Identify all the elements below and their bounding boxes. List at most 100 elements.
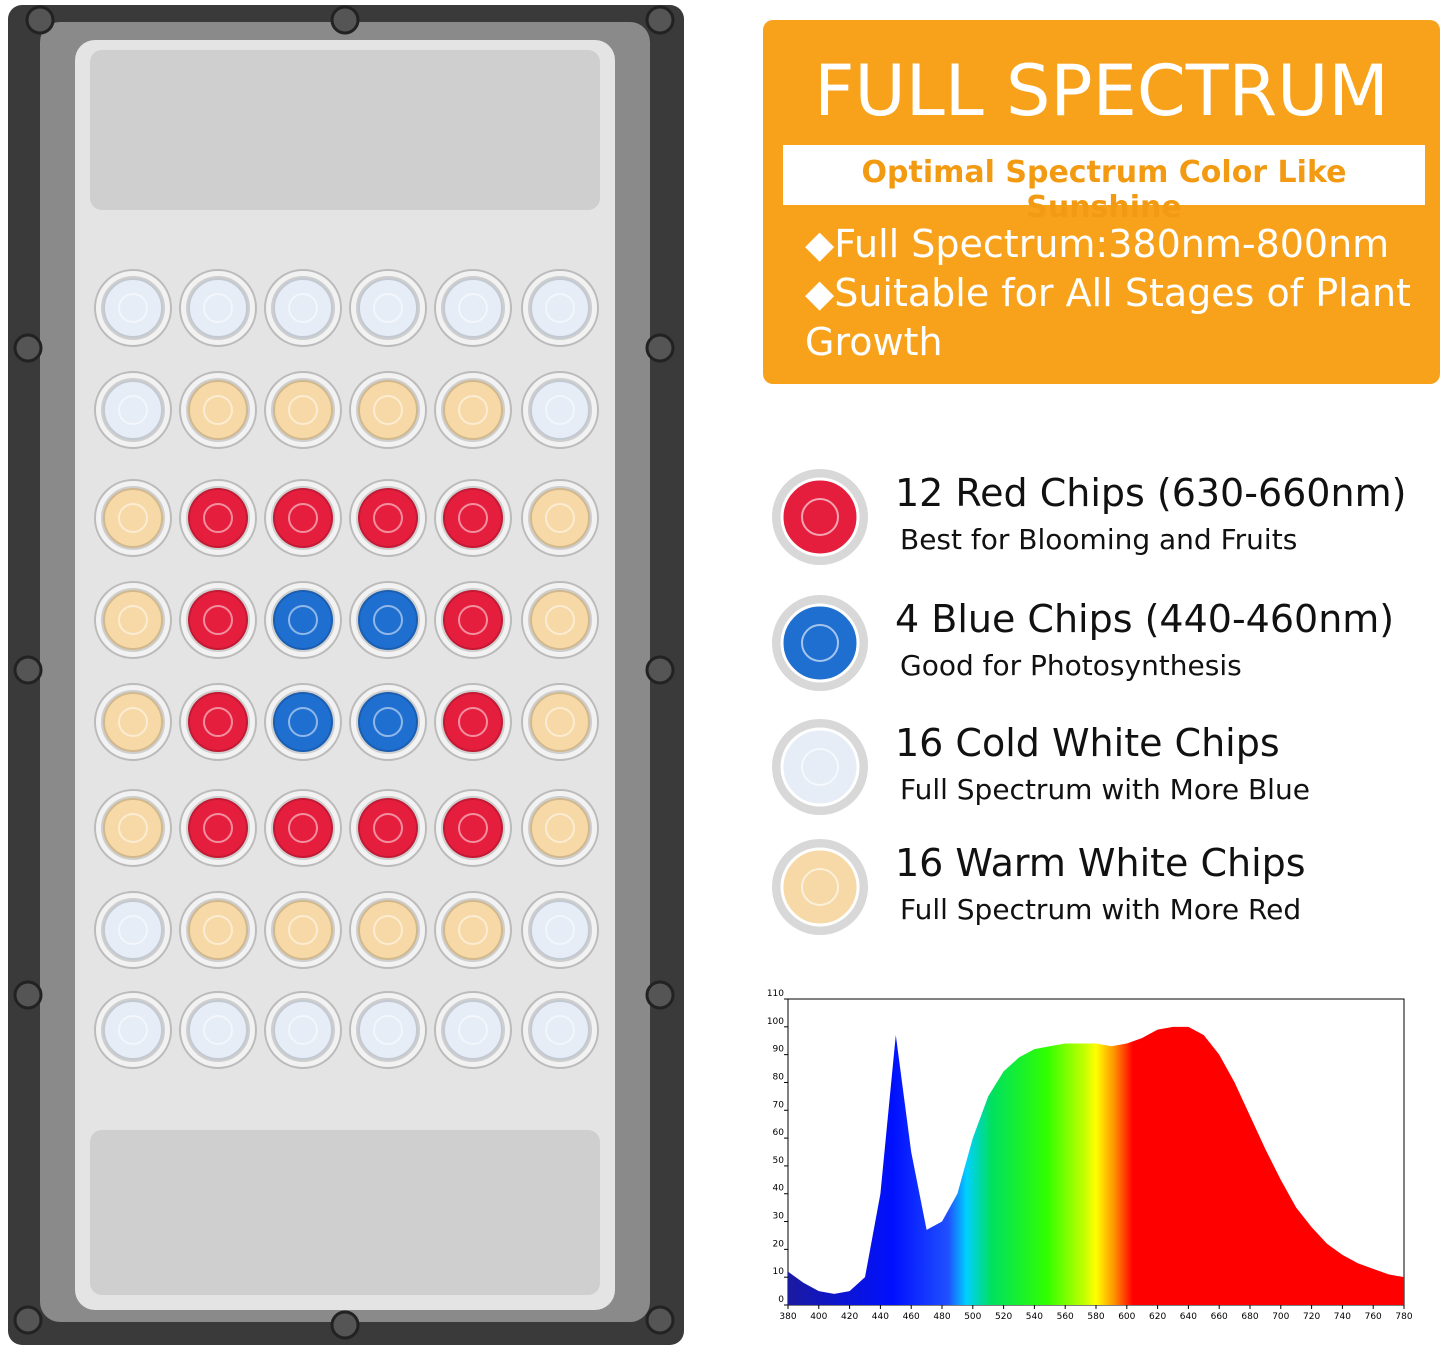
x-tick-label: 780 bbox=[1395, 1312, 1412, 1322]
screw bbox=[13, 1305, 43, 1335]
panel-top bbox=[90, 50, 600, 210]
x-tick-label: 640 bbox=[1180, 1312, 1197, 1322]
screw bbox=[645, 5, 675, 35]
x-tick-label: 620 bbox=[1149, 1312, 1166, 1322]
led-core bbox=[458, 813, 488, 843]
led-core bbox=[288, 605, 318, 635]
led-core bbox=[118, 395, 148, 425]
x-tick-label: 560 bbox=[1057, 1312, 1074, 1322]
x-tick-label: 720 bbox=[1303, 1312, 1320, 1322]
screw bbox=[645, 333, 675, 363]
x-tick-label: 460 bbox=[903, 1312, 920, 1322]
led-core bbox=[203, 503, 233, 533]
screw bbox=[25, 5, 55, 35]
x-tick-label: 760 bbox=[1365, 1312, 1382, 1322]
x-tick-label: 500 bbox=[964, 1312, 981, 1322]
led-core bbox=[373, 1015, 403, 1045]
led-core bbox=[203, 293, 233, 323]
x-tick-label: 520 bbox=[995, 1312, 1012, 1322]
x-tick-label: 580 bbox=[1087, 1312, 1104, 1322]
led-core bbox=[373, 293, 403, 323]
led-core bbox=[373, 707, 403, 737]
bullet: ◆Full Spectrum:380nm-800nm bbox=[805, 222, 1390, 266]
led-core bbox=[545, 707, 575, 737]
led-core bbox=[203, 915, 233, 945]
panel-cover bbox=[75, 40, 615, 1310]
x-tick-label: 680 bbox=[1241, 1312, 1258, 1322]
led-core bbox=[203, 707, 233, 737]
x-tick-label: 440 bbox=[872, 1312, 889, 1322]
subtitle-box bbox=[783, 145, 1425, 205]
screw bbox=[13, 333, 43, 363]
x-tick-label: 540 bbox=[1026, 1312, 1043, 1322]
y-tick-label: 60 bbox=[773, 1128, 785, 1138]
spectrum-area bbox=[788, 1026, 1404, 1305]
x-tick-label: 400 bbox=[810, 1312, 827, 1322]
screw bbox=[645, 1305, 675, 1335]
led-core bbox=[458, 605, 488, 635]
led-core bbox=[288, 915, 318, 945]
led-core bbox=[288, 503, 318, 533]
led-core bbox=[545, 503, 575, 533]
led-core bbox=[458, 915, 488, 945]
panel-bottom bbox=[90, 1130, 600, 1295]
led-core bbox=[458, 1015, 488, 1045]
led-core bbox=[545, 1015, 575, 1045]
y-tick-label: 50 bbox=[773, 1156, 785, 1166]
led-core bbox=[373, 605, 403, 635]
led-core bbox=[373, 503, 403, 533]
chip-core bbox=[801, 498, 839, 536]
screw bbox=[645, 655, 675, 685]
chip-name: 16 Warm White Chips bbox=[895, 841, 1306, 885]
led-core bbox=[373, 395, 403, 425]
led-core bbox=[288, 395, 318, 425]
led-core bbox=[203, 1015, 233, 1045]
x-tick-label: 700 bbox=[1272, 1312, 1289, 1322]
led-core bbox=[545, 915, 575, 945]
led-core bbox=[373, 915, 403, 945]
screw bbox=[330, 5, 360, 35]
led-core bbox=[118, 503, 148, 533]
chip-description: Full Spectrum with More Red bbox=[900, 893, 1302, 926]
led-core bbox=[458, 293, 488, 323]
led-core bbox=[203, 813, 233, 843]
led-core bbox=[288, 813, 318, 843]
led-core bbox=[118, 915, 148, 945]
chip-description: Best for Blooming and Fruits bbox=[900, 523, 1298, 556]
led-core bbox=[118, 1015, 148, 1045]
bullets: ◆Full Spectrum:380nm-800nm ◆Suitable for… bbox=[805, 220, 1425, 367]
x-tick-label: 660 bbox=[1211, 1312, 1228, 1322]
y-tick-label: 80 bbox=[773, 1072, 785, 1082]
title: FULL SPECTRUM bbox=[814, 50, 1389, 132]
screw bbox=[330, 1310, 360, 1340]
led-core bbox=[545, 605, 575, 635]
y-tick-label: 0 bbox=[778, 1295, 784, 1305]
y-tick-label: 20 bbox=[773, 1239, 785, 1249]
x-tick-label: 600 bbox=[1118, 1312, 1135, 1322]
led-core bbox=[288, 293, 318, 323]
x-tick-label: 380 bbox=[779, 1312, 796, 1322]
screw bbox=[645, 980, 675, 1010]
y-tick-label: 110 bbox=[767, 989, 784, 999]
x-tick-label: 480 bbox=[933, 1312, 950, 1322]
y-tick-label: 90 bbox=[773, 1045, 785, 1055]
x-tick-label: 740 bbox=[1334, 1312, 1351, 1322]
led-core bbox=[545, 293, 575, 323]
led-core bbox=[458, 503, 488, 533]
y-tick-label: 30 bbox=[773, 1212, 785, 1222]
led-core bbox=[118, 605, 148, 635]
screw bbox=[13, 980, 43, 1010]
led-core bbox=[458, 707, 488, 737]
led-core bbox=[203, 395, 233, 425]
chip-description: Good for Photosynthesis bbox=[900, 649, 1242, 682]
led-core bbox=[118, 813, 148, 843]
chip-name: 16 Cold White Chips bbox=[895, 721, 1280, 765]
y-tick-label: 100 bbox=[767, 1017, 784, 1027]
led-core bbox=[118, 293, 148, 323]
chip-name: 12 Red Chips (630-660nm) bbox=[895, 471, 1407, 515]
led-core bbox=[373, 813, 403, 843]
y-tick-label: 40 bbox=[773, 1184, 785, 1194]
led-grid bbox=[94, 269, 599, 1069]
